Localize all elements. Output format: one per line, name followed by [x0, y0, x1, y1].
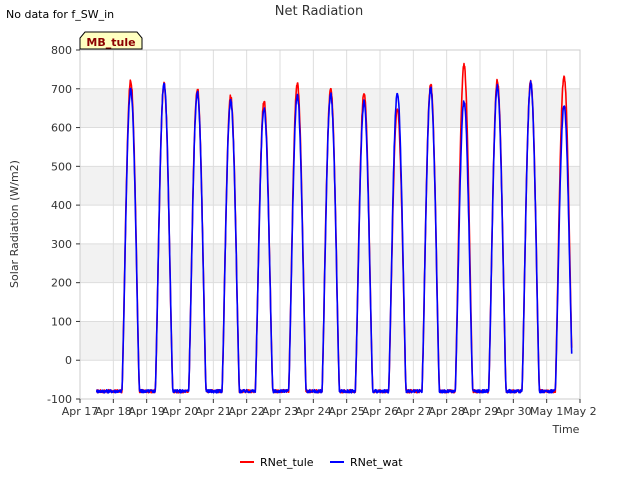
x-tick-label: Apr 25: [328, 405, 365, 418]
y-tick-label: 500: [51, 160, 72, 173]
x-tick-label: Apr 21: [195, 405, 232, 418]
y-tick-label: -100: [47, 393, 72, 406]
y-tick-label: 300: [51, 238, 72, 251]
legend-label: RNet_wat: [350, 456, 403, 469]
legend-label: RNet_tule: [260, 456, 314, 469]
x-tick-label: Apr 23: [262, 405, 299, 418]
grid-band: [80, 166, 580, 206]
x-tick-label: May 1: [530, 405, 563, 418]
x-tick-label: Apr 27: [395, 405, 432, 418]
site-badge: MB_tule: [79, 31, 143, 50]
x-tick-label: Apr 29: [462, 405, 499, 418]
y-tick-label: 800: [51, 44, 72, 57]
site-badge-label: MB_tule: [86, 36, 135, 49]
series-layer: [95, 62, 573, 394]
chart-title: Net Radiation: [275, 4, 363, 19]
y-tick-label: 100: [51, 315, 72, 328]
plot-frame: [79, 49, 581, 400]
x-tick-label: Apr 26: [362, 405, 399, 418]
grid-band: [80, 243, 580, 283]
x-tick-label: May 2: [563, 405, 596, 418]
y-axis-ticks: -100 0 100 200 300 400 500 600 700 800: [47, 44, 80, 406]
legend: RNet_tule RNet_wat: [240, 456, 403, 469]
y-tick-label: 200: [51, 277, 72, 290]
x-tick-label: Apr 19: [128, 405, 165, 418]
x-tick-label: Apr 18: [95, 405, 132, 418]
x-tick-label: Apr 28: [428, 405, 465, 418]
series-line-rnet-wat: [95, 80, 573, 394]
no-data-note: No data for f_SW_in: [6, 8, 114, 21]
y-tick-label: 400: [51, 199, 72, 212]
site-badge-shape: [79, 31, 143, 50]
y-tick-label: 0: [65, 354, 72, 367]
x-tick-label: Apr 20: [162, 405, 199, 418]
x-tick-label: Apr 17: [62, 405, 99, 418]
x-axis-label: Time: [552, 423, 580, 436]
x-tick-label: Apr 22: [228, 405, 265, 418]
y-tick-label: 600: [51, 122, 72, 135]
y-axis-label: Solar Radiation (W/m2): [8, 160, 21, 288]
x-tick-label: Apr 24: [295, 405, 332, 418]
grid-band: [80, 321, 580, 361]
y-tick-label: 700: [51, 83, 72, 96]
x-tick-label: Apr 30: [495, 405, 532, 418]
